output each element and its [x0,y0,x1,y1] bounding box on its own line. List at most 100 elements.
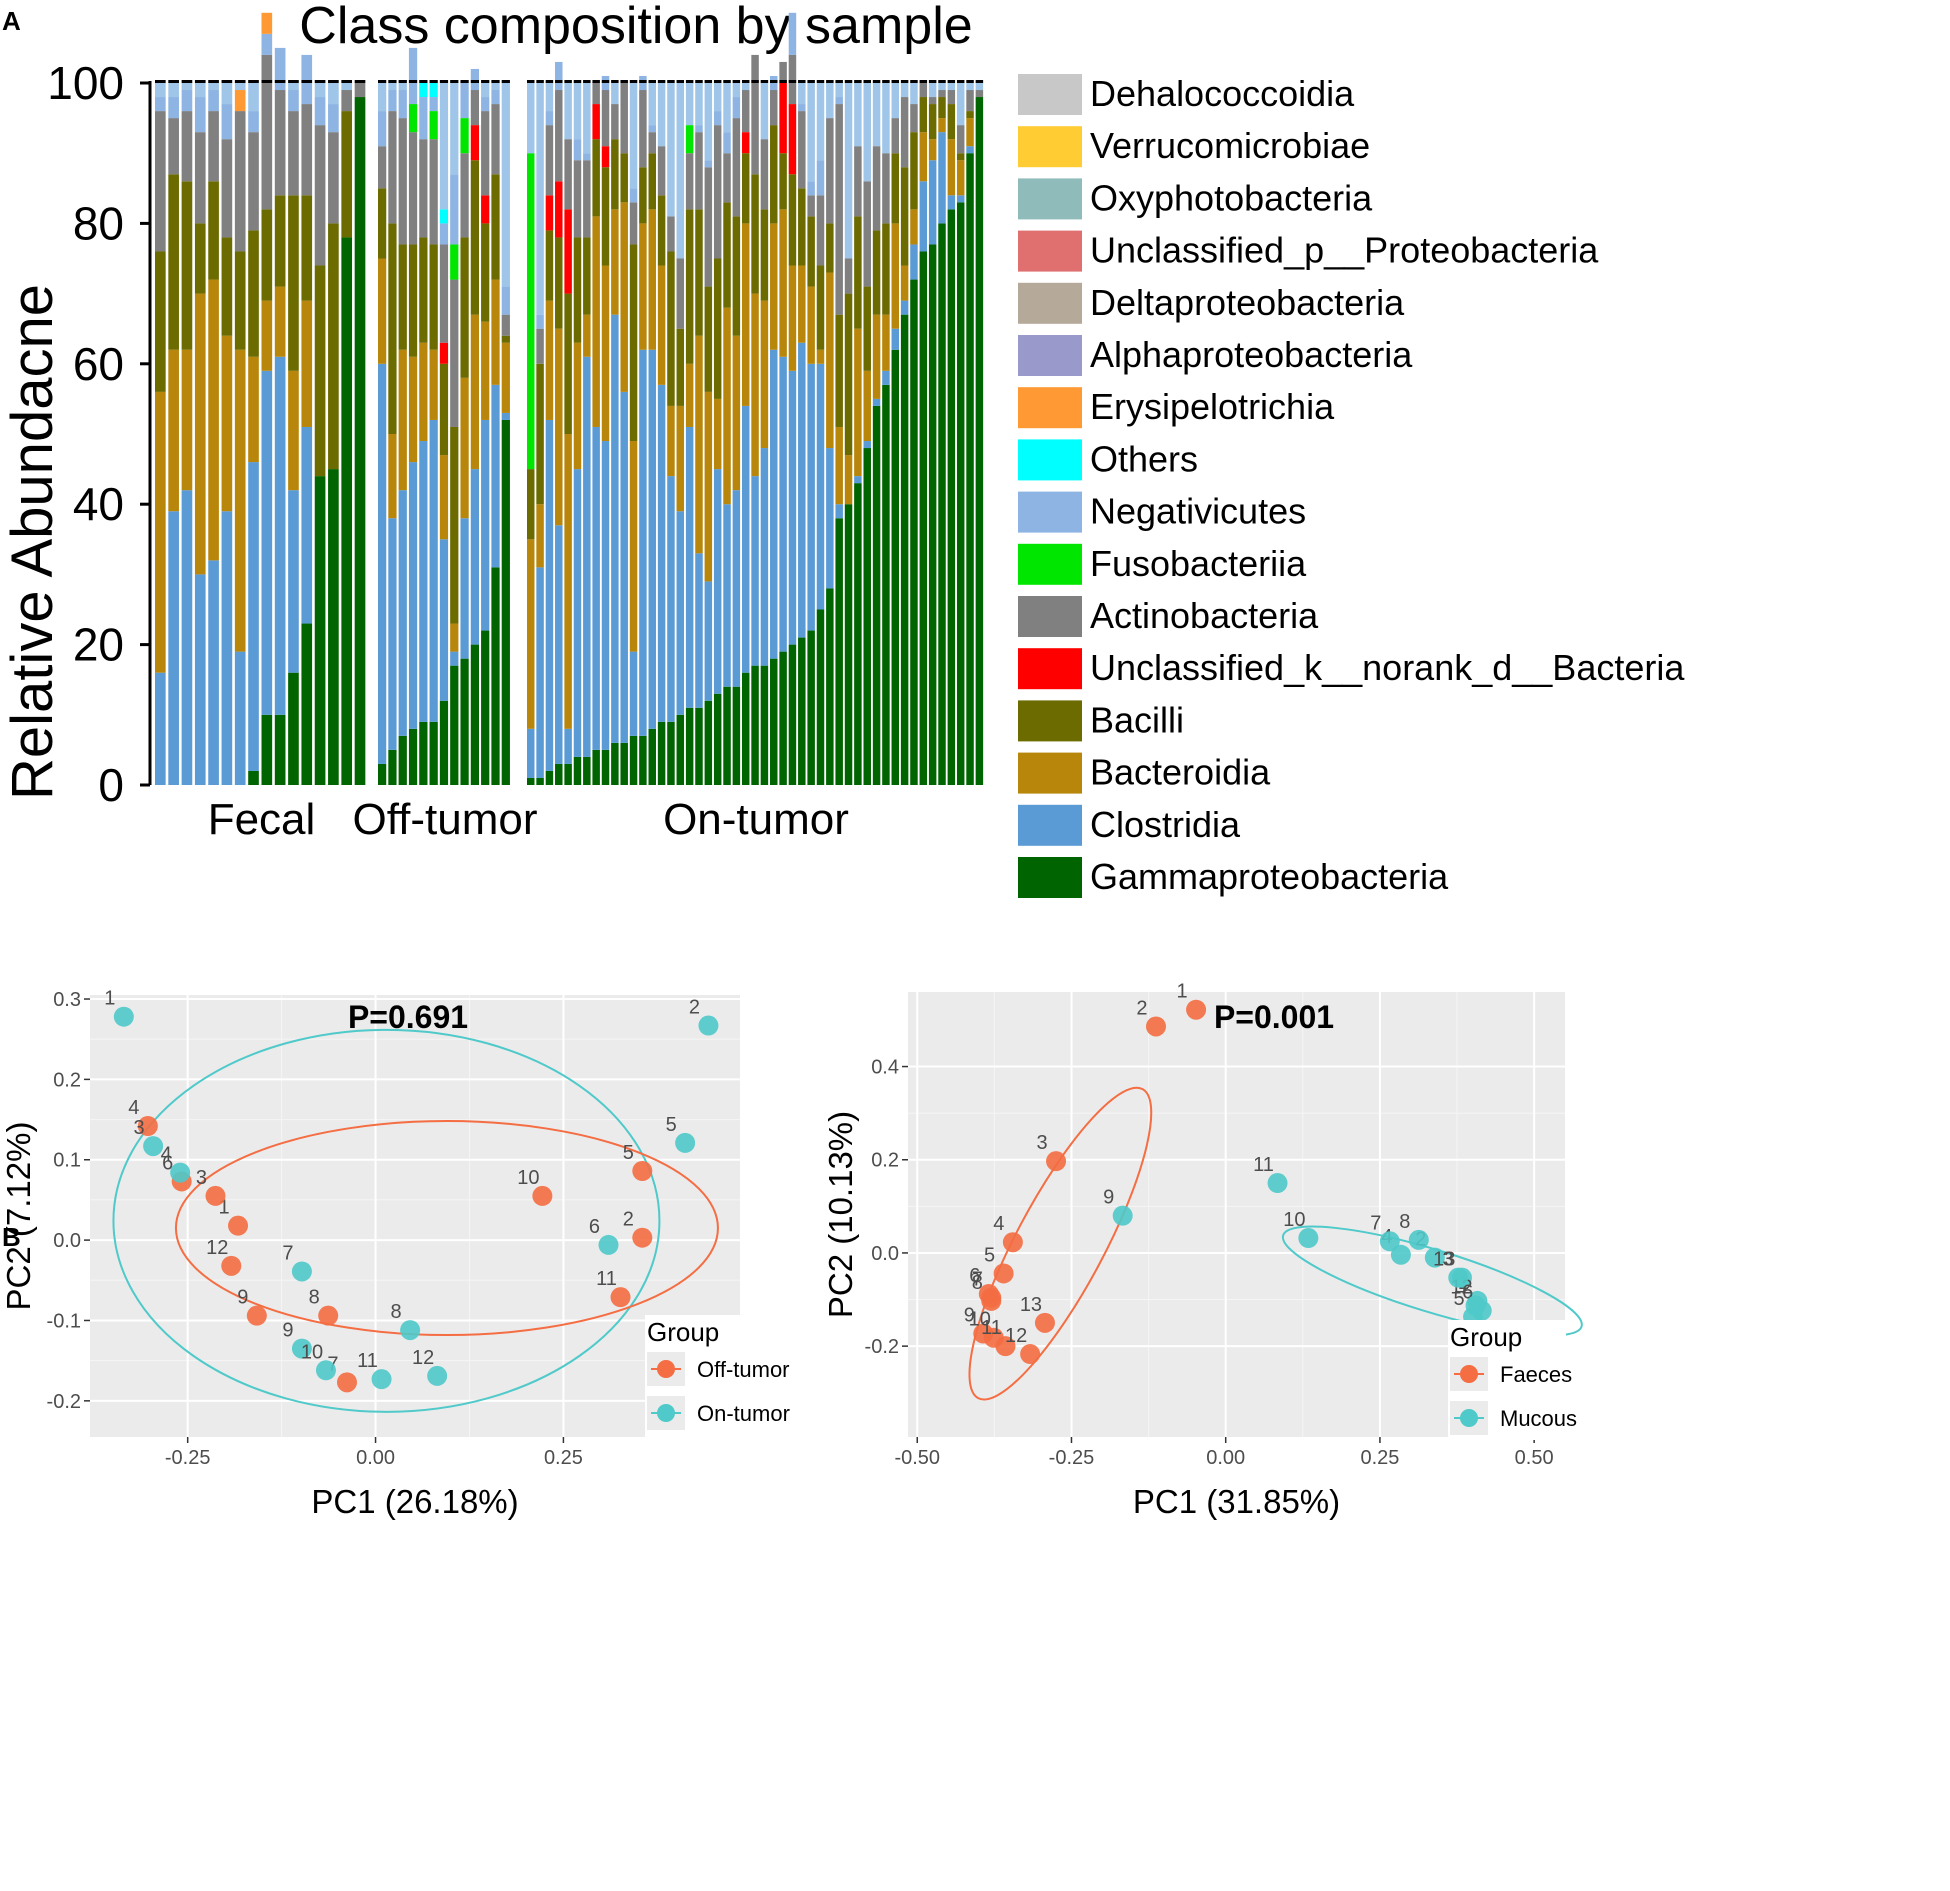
bar-segment-Negativicutes [314,97,326,126]
bar-segment-Bacteroidia [439,455,449,540]
panel-b-point-label-on-tumor-5: 5 [666,1114,677,1136]
panel-c-point-label-faeces-2: 2 [1136,997,1147,1019]
bar-fecal-16 [354,80,366,786]
bar-off-tumor-13 [501,80,510,785]
bar-top-cap [900,80,909,83]
panel-letter-b: B [2,1222,21,1252]
bar-top-cap [947,80,956,83]
bar-on-tumor-46 [947,80,956,786]
bar-segment-Bacilli [527,469,535,540]
panel-c-y-tick-label: 0.2 [871,1150,899,1172]
bar-segment-Actinobacteria [419,139,428,238]
bar-segment-Bacilli [470,160,480,315]
bar-segment-Bacilli [947,104,956,140]
panel-c-x-tick-label: 0.25 [1360,1447,1399,1469]
bar-segment-Bacteroidia [938,118,946,133]
panel-c-point-mucous-7 [1379,1231,1400,1252]
bar-top-cap [648,80,656,83]
bar-segment-Actinobacteria [844,258,853,294]
bar-segment-Gammaproteobacteria [844,504,853,785]
bar-top-cap [938,80,946,83]
bar-segment-Negativicutes [732,97,741,119]
bar-segment-remainder [835,83,843,98]
bar-segment-Bacteroidia [751,293,759,477]
bar-segment-Clostridia [695,553,703,708]
bar-fecal-11 [288,80,299,785]
panel-b-point-label-off-tumor-9: 9 [237,1287,248,1309]
panel-a-y-tick-label-100: 100 [47,57,124,109]
panel-c-x-tick-label: -0.50 [894,1447,940,1469]
bar-segment-Clostridia [947,195,956,210]
bar-segment-Clostridia [429,419,438,722]
bar-segment-Bacilli [221,237,233,336]
panel-b-legend-title: Group [647,1317,719,1347]
bar-segment-remainder [155,83,166,98]
panel-c-point-label-mucous-8: 8 [1399,1211,1410,1233]
bar-segment-Bacilli [919,97,928,133]
bar-segment-Clostridia [629,651,638,736]
bar-segment-Clostridia [536,567,544,778]
bar-segment-Clostridia [910,244,918,280]
bar-on-tumor-8 [592,80,600,785]
panel-c-point-label-mucous-9: 9 [1103,1187,1114,1209]
bar-segment-Negativicutes [536,314,544,329]
bar-on-tumor-31 [807,80,815,785]
bar-segment-Negativicutes [439,223,449,245]
panel-a-y-axis: 0 20 40 60 80 100 [47,57,152,811]
bar-on-tumor-36 [854,80,862,785]
panel-b-point-label-off-tumor-8: 8 [309,1287,320,1309]
bar-on-tumor-35 [844,80,853,785]
bar-segment-Negativicutes [261,33,273,55]
panel-c-point-faeces-8 [981,1290,1002,1311]
bar-segment-remainder [882,83,890,154]
bar-segment-Actinobacteria [947,90,956,105]
bar-segment-Erysipelotrichia [234,90,246,112]
bar-segment-Actinobacteria [274,90,286,196]
legend-label-Others: Others [1090,438,1198,479]
bar-top-cap [221,80,233,83]
bar-segment-Bacilli [573,237,582,343]
bar-segment-Bacilli [248,230,259,357]
bar-top-cap [573,80,582,83]
panel-b-legend-key-point-on-tumor [657,1404,675,1422]
bar-segment-Gammaproteobacteria [398,735,407,785]
bar-segment-Negativicutes [419,97,428,140]
bar-segment-Clostridia [882,370,890,385]
panel-c-x-tick-label: 0.00 [1206,1447,1245,1469]
bar-segment-Actinobacteria [713,125,722,259]
bar-segment-Bacteroidia [704,391,713,582]
panel-b-point-label-on-tumor-6: 6 [589,1216,600,1238]
bar-segment-Bacilli [388,223,397,434]
bar-segment-Bacteroidia [900,265,909,301]
bar-segment-Bacilli [639,167,647,224]
bar-segment-Gammaproteobacteria [328,469,339,785]
bar-segment-Gammaproteobacteria [695,707,703,785]
bar-segment-Negativicutes [388,90,397,112]
bar-segment-Clostridia [181,490,193,785]
bar-segment-Gammaproteobacteria [601,749,610,785]
bar-segment-Bacilli [732,216,741,336]
bar-segment-Clostridia [481,419,490,631]
bar-on-tumor-48 [966,80,974,785]
bar-segment-Negativicutes [470,68,480,91]
bar-segment-remainder [234,83,246,91]
panel-b-point-on-tumor-3 [143,1136,164,1157]
legend-swatch-Negativicutes [1018,491,1082,533]
bar-top-cap [854,80,862,83]
bar-segment-Unclassified_k__norank_d__Bacteria [741,132,750,154]
panel-b-point-on-tumor-9 [291,1338,312,1359]
bar-segment-Gammaproteobacteria [947,209,956,786]
bar-top-cap [779,80,787,83]
bar-segment-Actinobacteria [863,181,871,287]
bar-segment-Negativicutes [555,61,563,91]
bar-segment-remainder [629,83,638,189]
bar-segment-Bacilli [620,153,628,203]
bar-top-cap [667,80,675,83]
panel-c-point-label-faeces-3: 3 [1036,1132,1047,1154]
bar-segment-Unclassified_k__norank_d__Bacteria [564,209,572,294]
bar-segment-Gammaproteobacteria [545,770,554,785]
panel-c-point-faeces-4 [1002,1232,1023,1253]
bar-top-cap [181,80,193,83]
bar-segment-Clostridia [966,146,974,154]
panel-c-y-tick-label: -0.2 [865,1336,899,1358]
